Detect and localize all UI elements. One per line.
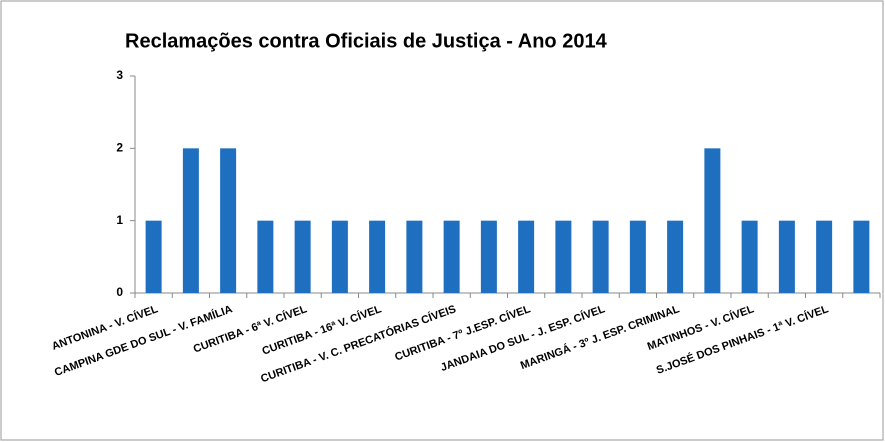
bar [182,148,199,293]
bar [704,148,721,293]
bar [220,148,237,293]
bar [816,220,833,293]
bar [257,220,274,293]
bar [555,220,572,293]
chart-title: Reclamações contra Oficiais de Justiça -… [125,30,608,52]
bar [778,220,795,293]
bar [480,220,497,293]
bar [853,220,870,293]
bar [592,220,609,293]
y-tick-label: 3 [116,68,123,82]
bar [406,220,423,293]
bar [443,220,460,293]
y-tick-label: 2 [116,141,123,155]
y-tick-label: 0 [116,285,123,299]
bar [369,220,386,293]
bar [518,220,535,293]
bar [741,220,758,293]
y-tick-label: 1 [116,213,123,227]
bar [145,220,162,293]
bar [331,220,348,293]
bar [667,220,684,293]
bar [629,220,646,293]
bar [294,220,311,293]
